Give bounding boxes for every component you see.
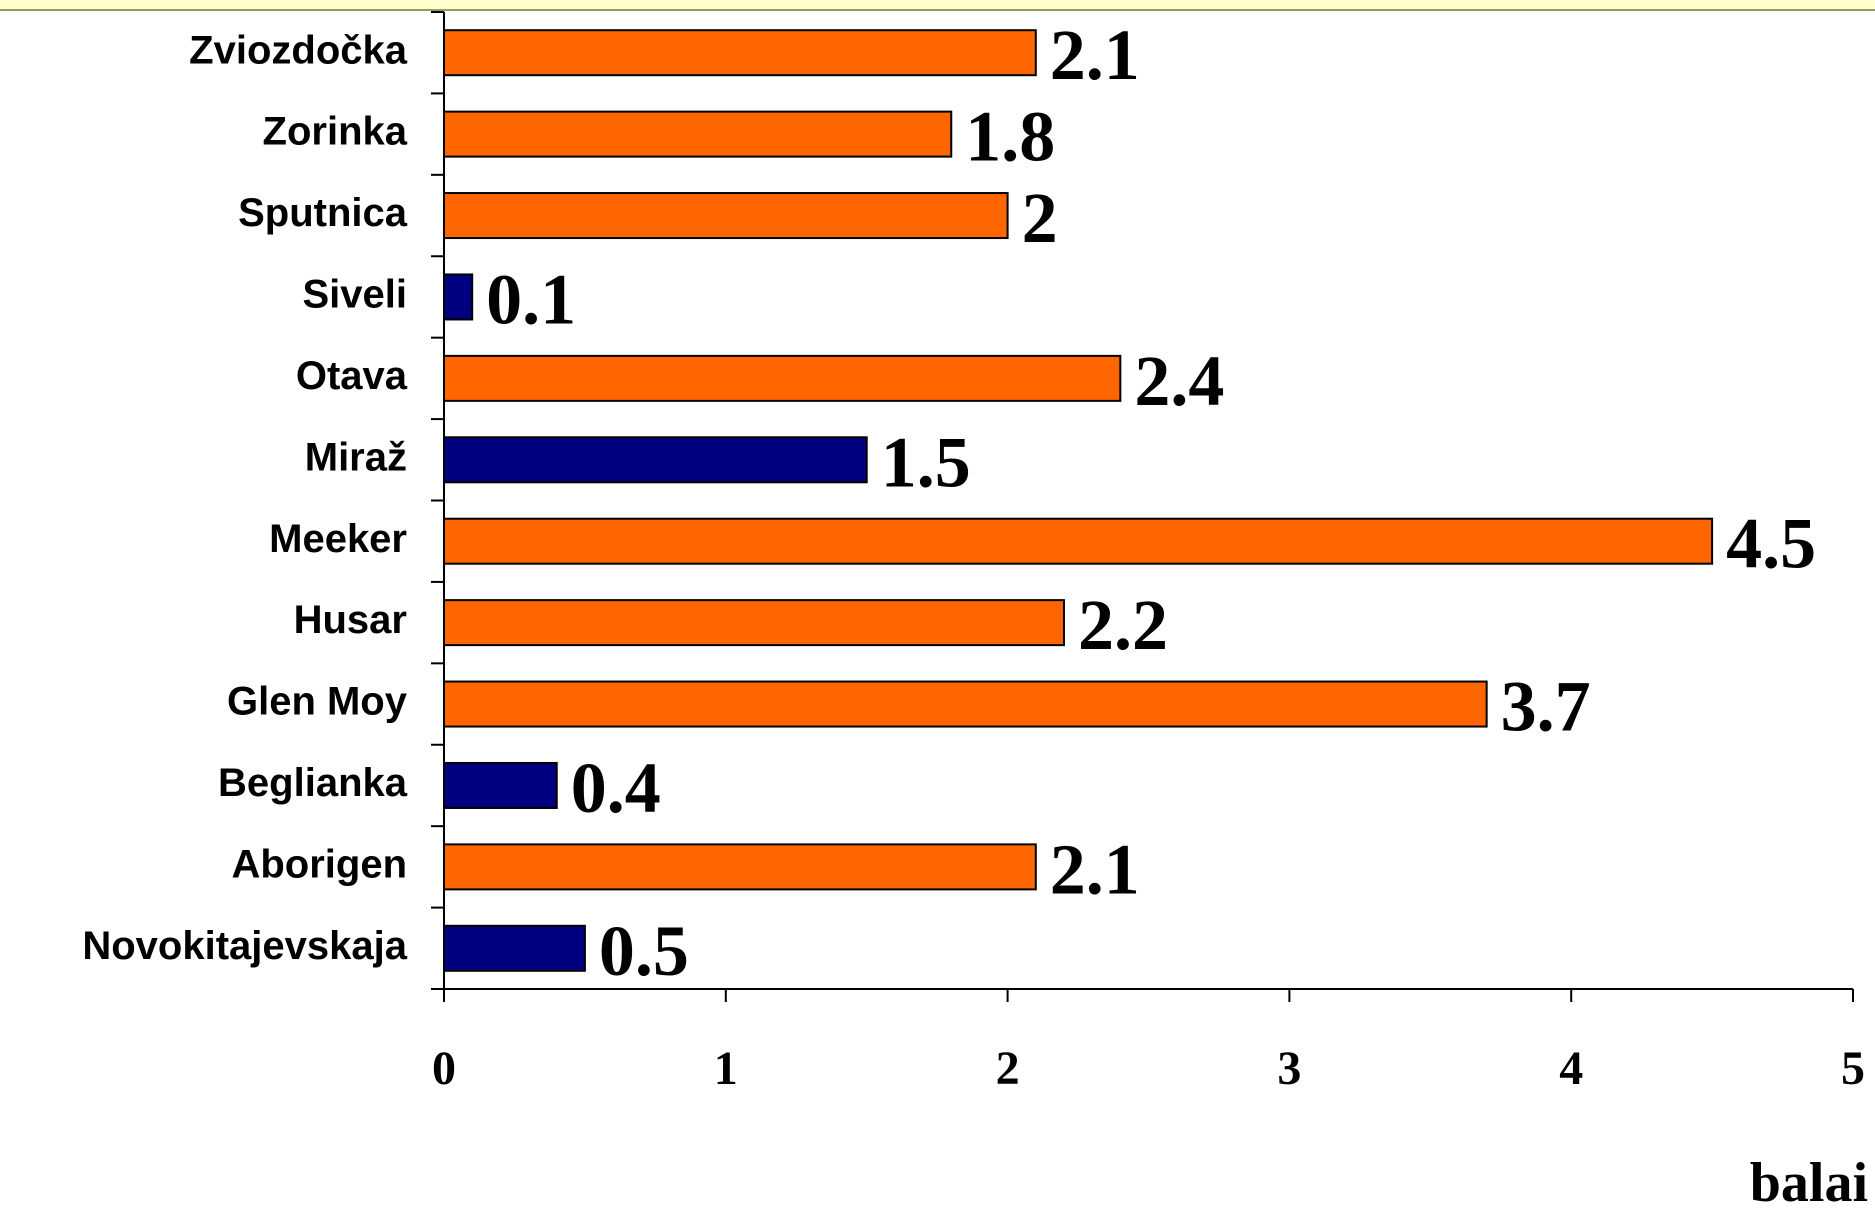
category-label: Zviozdočka — [189, 28, 408, 72]
value-label: 2.1 — [1050, 829, 1140, 909]
bar — [443, 436, 868, 484]
bar — [443, 192, 1009, 240]
bar — [443, 29, 1037, 77]
category-label: Zorinka — [263, 110, 408, 154]
bar — [443, 680, 1488, 728]
category-label: Aborigen — [231, 842, 407, 886]
category-label: Otava — [296, 354, 408, 398]
bar — [443, 517, 1714, 565]
value-label: 2 — [1022, 178, 1058, 258]
bar — [443, 110, 953, 158]
bar — [443, 354, 1122, 402]
value-label: 2.1 — [1050, 15, 1140, 95]
category-label: Sputnica — [238, 191, 408, 235]
x-tick-label: 0 — [432, 1042, 456, 1095]
value-label: 4.5 — [1726, 504, 1816, 584]
value-label: 1.5 — [881, 422, 971, 502]
x-tick-label: 2 — [996, 1042, 1020, 1095]
category-label: Siveli — [302, 273, 407, 317]
value-label: 2.4 — [1134, 341, 1224, 421]
category-label: Novokitajevskaja — [82, 924, 407, 968]
value-label: 0.1 — [486, 259, 576, 339]
bar — [443, 761, 558, 809]
value-label: 1.8 — [965, 97, 1055, 177]
value-label: 0.5 — [599, 911, 689, 991]
category-label: Husar — [294, 598, 407, 642]
x-tick-label: 4 — [1559, 1042, 1583, 1095]
category-label: Miraž — [305, 435, 407, 479]
bar — [443, 843, 1037, 891]
value-label: 3.7 — [1501, 667, 1591, 747]
value-label: 2.2 — [1078, 585, 1168, 665]
top-strip — [0, 0, 1875, 10]
category-label: Meeker — [269, 517, 407, 561]
category-label: Glen Moy — [227, 680, 408, 724]
category-label: Beglianka — [218, 761, 408, 805]
x-tick-label: 3 — [1277, 1042, 1301, 1095]
bar — [443, 924, 586, 972]
bar — [443, 273, 474, 321]
x-tick-label: 5 — [1841, 1042, 1865, 1095]
x-axis-label: balai — [1750, 1152, 1868, 1212]
bar — [443, 599, 1065, 647]
value-label: 0.4 — [571, 748, 661, 828]
x-tick-label: 1 — [714, 1042, 738, 1095]
